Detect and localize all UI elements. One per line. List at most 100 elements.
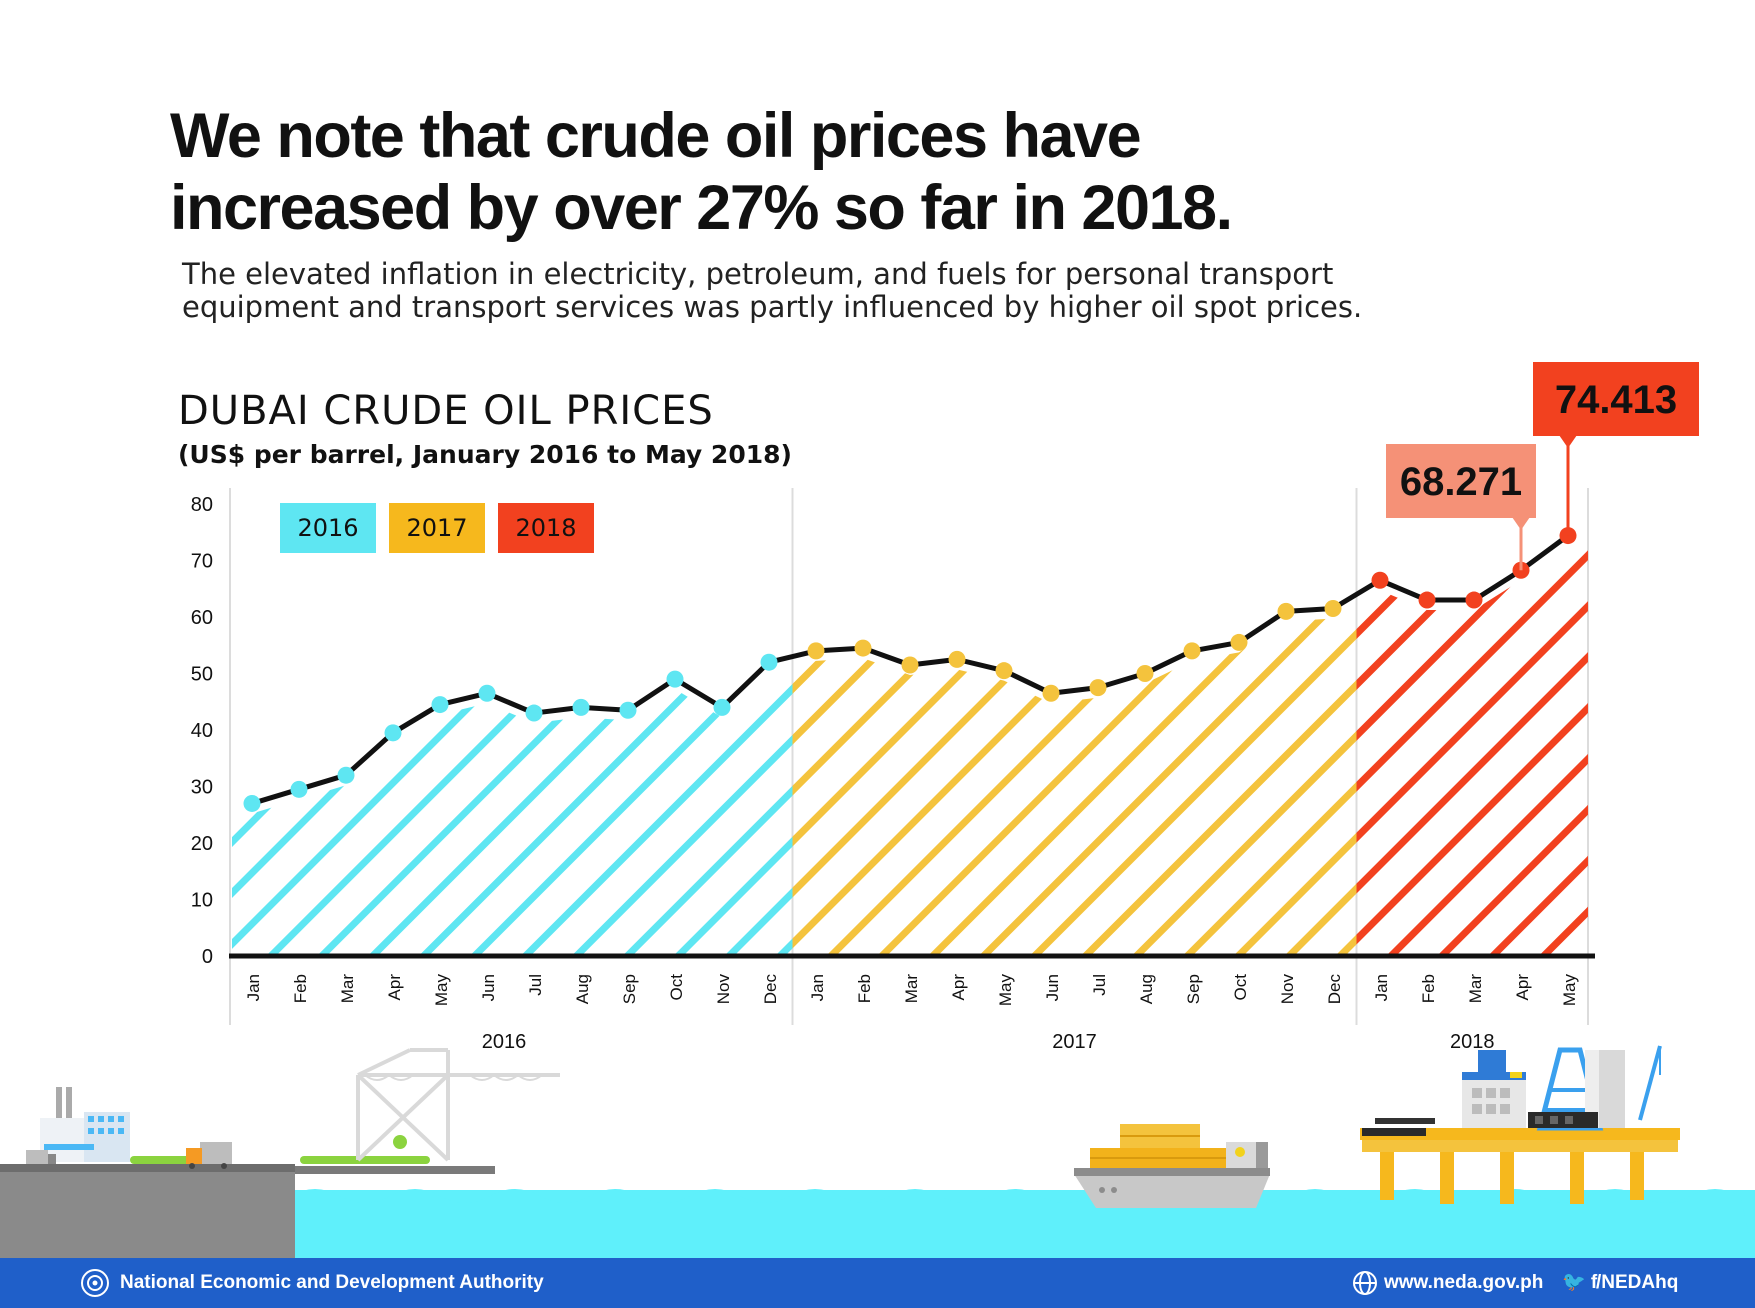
data-point: [1136, 665, 1154, 682]
data-point: [1089, 679, 1107, 697]
headline-line-2: increased by over 27% so far in 2018.: [170, 173, 1233, 243]
footer-org-name: National Economic and Development Author…: [120, 1272, 544, 1293]
x-tick-label: Apr: [949, 974, 968, 1001]
x-tick-label: Jan: [808, 974, 827, 1001]
data-point: [1230, 633, 1248, 651]
y-tick-label: 70: [191, 551, 213, 573]
legend-swatch-2016: [280, 503, 376, 553]
y-tick-label: 50: [191, 664, 213, 686]
x-tick-label: Mar: [902, 974, 921, 1004]
data-point: [290, 780, 308, 798]
x-tick-label: Jan: [244, 974, 263, 1001]
water-waves: [290, 1189, 1755, 1260]
legend-label: 2017: [406, 514, 467, 542]
headline: We note that crude oil prices have incre…: [170, 100, 1570, 244]
truck-icon: [186, 1142, 232, 1169]
chart-subtitle: (US$ per barrel, January 2016 to May 201…: [178, 440, 792, 469]
y-tick-label: 60: [191, 607, 213, 629]
data-point: [666, 670, 684, 688]
data-point: [337, 766, 355, 784]
x-tick-label: Aug: [1137, 974, 1156, 1004]
area-2018: [1356, 545, 1588, 956]
y-tick-label: 40: [191, 720, 213, 742]
x-tick-label: Aug: [573, 974, 592, 1004]
x-tick-label: Mar: [338, 974, 357, 1004]
data-point: [995, 662, 1013, 680]
x-tick-label: May: [996, 974, 1015, 1007]
x-tick-label: Sep: [620, 974, 639, 1004]
data-point: [478, 684, 496, 702]
year-label: 2018: [1450, 1031, 1495, 1053]
footer: National Economic and Development Author…: [0, 1258, 1755, 1308]
legend-swatch-2017: [389, 503, 485, 553]
data-point: [854, 639, 872, 657]
data-point: [572, 698, 590, 716]
x-tick-label: Apr: [1513, 974, 1532, 1001]
cargo-ship: [1074, 1124, 1270, 1208]
data-point: [1465, 591, 1483, 609]
twitter-facebook-icon: 🐦 f: [1562, 1272, 1598, 1293]
y-tick-label: 20: [191, 833, 213, 855]
data-point: [1418, 591, 1436, 609]
x-tick-label: Dec: [1325, 974, 1344, 1005]
footer-website-link[interactable]: www.neda.gov.ph: [1384, 1272, 1544, 1293]
callout-box: [1533, 362, 1699, 436]
x-tick-label: Dec: [761, 974, 780, 1005]
oil-rig: [1360, 1045, 1680, 1204]
data-point: [1324, 600, 1342, 618]
x-tick-label: Jun: [1043, 974, 1062, 1001]
x-tick-label: Nov: [714, 974, 733, 1005]
callout-pointer: [1559, 435, 1577, 448]
x-tick-label: Jul: [526, 974, 545, 996]
data-point: [431, 696, 449, 714]
subtext: The elevated inflation in electricity, p…: [182, 258, 1632, 324]
callout-label: 68.271: [1400, 460, 1522, 504]
year-label: 2017: [1052, 1031, 1097, 1053]
y-tick-label: 10: [191, 890, 213, 912]
x-tick-label: Feb: [855, 974, 874, 1003]
x-tick-label: Oct: [1231, 974, 1250, 1001]
legend-label: 2016: [297, 514, 358, 542]
legend-swatch-2018: [498, 503, 594, 553]
port-crane: [356, 1048, 560, 1162]
x-tick-label: Mar: [1466, 974, 1485, 1004]
scene-illustration: [0, 1045, 1755, 1260]
x-tick-label: Feb: [291, 974, 310, 1003]
y-tick-label: 80: [191, 494, 213, 516]
x-tick-label: Sep: [1184, 974, 1203, 1004]
data-point: [243, 794, 261, 812]
subtext-line-2: equipment and transport services was par…: [182, 290, 1363, 324]
x-tick-label: May: [1560, 974, 1579, 1007]
x-tick-label: Feb: [1419, 974, 1438, 1003]
area-2016: [232, 666, 793, 956]
x-tick-label: Apr: [385, 974, 404, 1001]
factory: [40, 1087, 130, 1162]
footer-social-handle[interactable]: /NEDAhq: [1596, 1272, 1679, 1293]
x-tick-label: May: [432, 974, 451, 1007]
truck-icon: [26, 1150, 56, 1164]
data-point: [1277, 602, 1295, 620]
data-point: [384, 724, 402, 742]
data-point: [1183, 642, 1201, 660]
x-tick-label: Nov: [1278, 974, 1297, 1005]
callout-box: [1386, 444, 1536, 518]
y-tick-label: 30: [191, 777, 213, 799]
chart-area: 0 10 20 30 40 50 60 70 80 Jan Feb Mar Apr May Jun Jul A…: [191, 362, 1699, 1053]
globe-icon: [1353, 1271, 1377, 1295]
data-point: [948, 650, 966, 668]
data-point: [807, 642, 825, 660]
y-tick-label: 0: [202, 946, 213, 968]
x-tick-label: Oct: [667, 974, 686, 1001]
area-2017: [792, 604, 1357, 956]
data-point: [1371, 571, 1389, 589]
data-point: [901, 656, 919, 674]
neda-seal-icon: [81, 1269, 109, 1297]
chart-title: DUBAI CRUDE OIL PRICES: [178, 388, 714, 434]
data-point: [713, 698, 731, 716]
data-point: [760, 653, 778, 671]
headline-line-1: We note that crude oil prices have: [170, 101, 1142, 171]
data-point: [619, 701, 637, 719]
x-tick-label: Jul: [1090, 974, 1109, 996]
legend-label: 2018: [515, 514, 576, 542]
